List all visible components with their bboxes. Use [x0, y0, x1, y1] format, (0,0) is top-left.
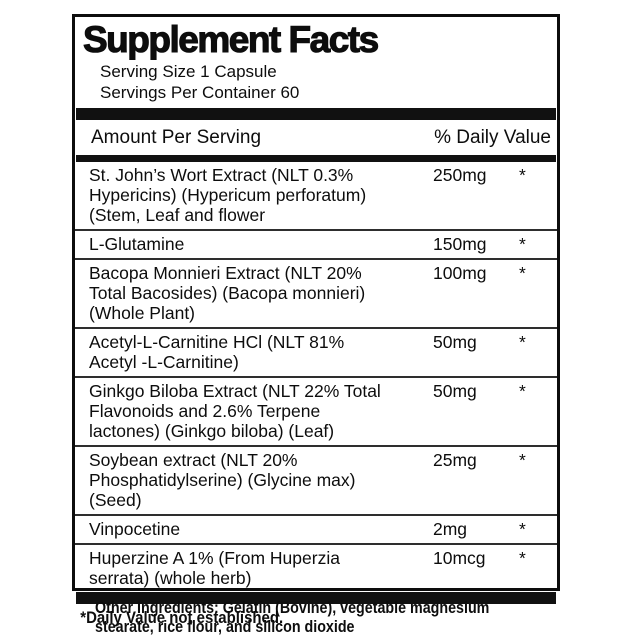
ingredient-amount: 50mg: [433, 381, 477, 401]
ingredient-daily-value: *: [519, 381, 526, 401]
ingredient-name: Bacopa Monnieri Extract (NLT 20% Total B…: [89, 263, 366, 323]
panel-title: Supplement Facts: [82, 19, 379, 60]
thick-divider-top: [76, 108, 556, 120]
ingredient-row: Ginkgo Biloba Extract (NLT 22% Total Fla…: [75, 376, 557, 445]
ingredient-name: St. John’s Wort Extract (NLT 0.3% Hyperi…: [89, 165, 367, 225]
ingredient-table: St. John’s Wort Extract (NLT 0.3% Hyperi…: [75, 162, 557, 592]
ingredient-name: Soybean extract (NLT 20% Phosphatidylser…: [89, 450, 356, 510]
ingredient-name: Huperzine A 1% (From Huperzia serrata) (…: [89, 548, 340, 588]
ingredient-daily-value: *: [519, 548, 526, 568]
column-header-row: Amount Per Serving % Daily Value: [75, 120, 557, 155]
ingredient-daily-value: *: [519, 450, 526, 470]
supplement-facts-panel: Supplement Facts Serving Size 1 Capsule …: [72, 14, 560, 627]
thick-divider-mid: [76, 155, 556, 162]
ingredient-daily-value: *: [519, 519, 526, 539]
servings-per-container-text: Servings Per Container 60: [100, 83, 300, 102]
ingredient-amount: 2mg: [433, 519, 468, 539]
ingredient-row: Vinpocetine 2mg *: [75, 514, 557, 543]
ingredient-daily-value: *: [519, 234, 526, 254]
ingredient-amount: 100mg: [433, 263, 487, 283]
ingredient-amount: 150mg: [433, 234, 487, 254]
thick-divider-bottom: [76, 592, 556, 604]
ingredient-name: Vinpocetine: [89, 519, 181, 539]
ingredient-name: Acetyl-L-Carnitine HCl (NLT 81% Acetyl -…: [89, 332, 345, 372]
ingredient-daily-value: *: [519, 332, 526, 352]
ingredient-amount: 50mg: [433, 332, 477, 352]
daily-value-header: % Daily Value: [434, 127, 551, 148]
ingredient-name: L-Glutamine: [89, 234, 185, 254]
ingredient-name: Ginkgo Biloba Extract (NLT 22% Total Fla…: [89, 381, 381, 441]
ingredient-row: Huperzine A 1% (From Huperzia serrata) (…: [75, 543, 557, 592]
ingredient-row: Soybean extract (NLT 20% Phosphatidylser…: [75, 445, 557, 514]
amount-per-serving-header: Amount Per Serving: [91, 127, 262, 148]
ingredient-amount: 250mg: [433, 165, 487, 185]
ingredient-amount: 10mcg: [433, 548, 486, 568]
other-ingredients-text: Other Ingredients: Gelatin (Bovine), veg…: [95, 598, 490, 636]
ingredient-row: St. John’s Wort Extract (NLT 0.3% Hyperi…: [75, 162, 557, 229]
ingredient-amount: 25mg: [433, 450, 477, 470]
ingredient-row: Acetyl-L-Carnitine HCl (NLT 81% Acetyl -…: [75, 327, 557, 376]
serving-size-text: Serving Size 1 Capsule: [100, 62, 277, 81]
ingredient-row: L-Glutamine 150mg *: [75, 229, 557, 258]
ingredient-row: Bacopa Monnieri Extract (NLT 20% Total B…: [75, 258, 557, 327]
ingredient-daily-value: *: [519, 263, 526, 283]
footnote-text: *Daily Value not established.: [80, 608, 284, 627]
ingredient-daily-value: *: [519, 165, 526, 185]
